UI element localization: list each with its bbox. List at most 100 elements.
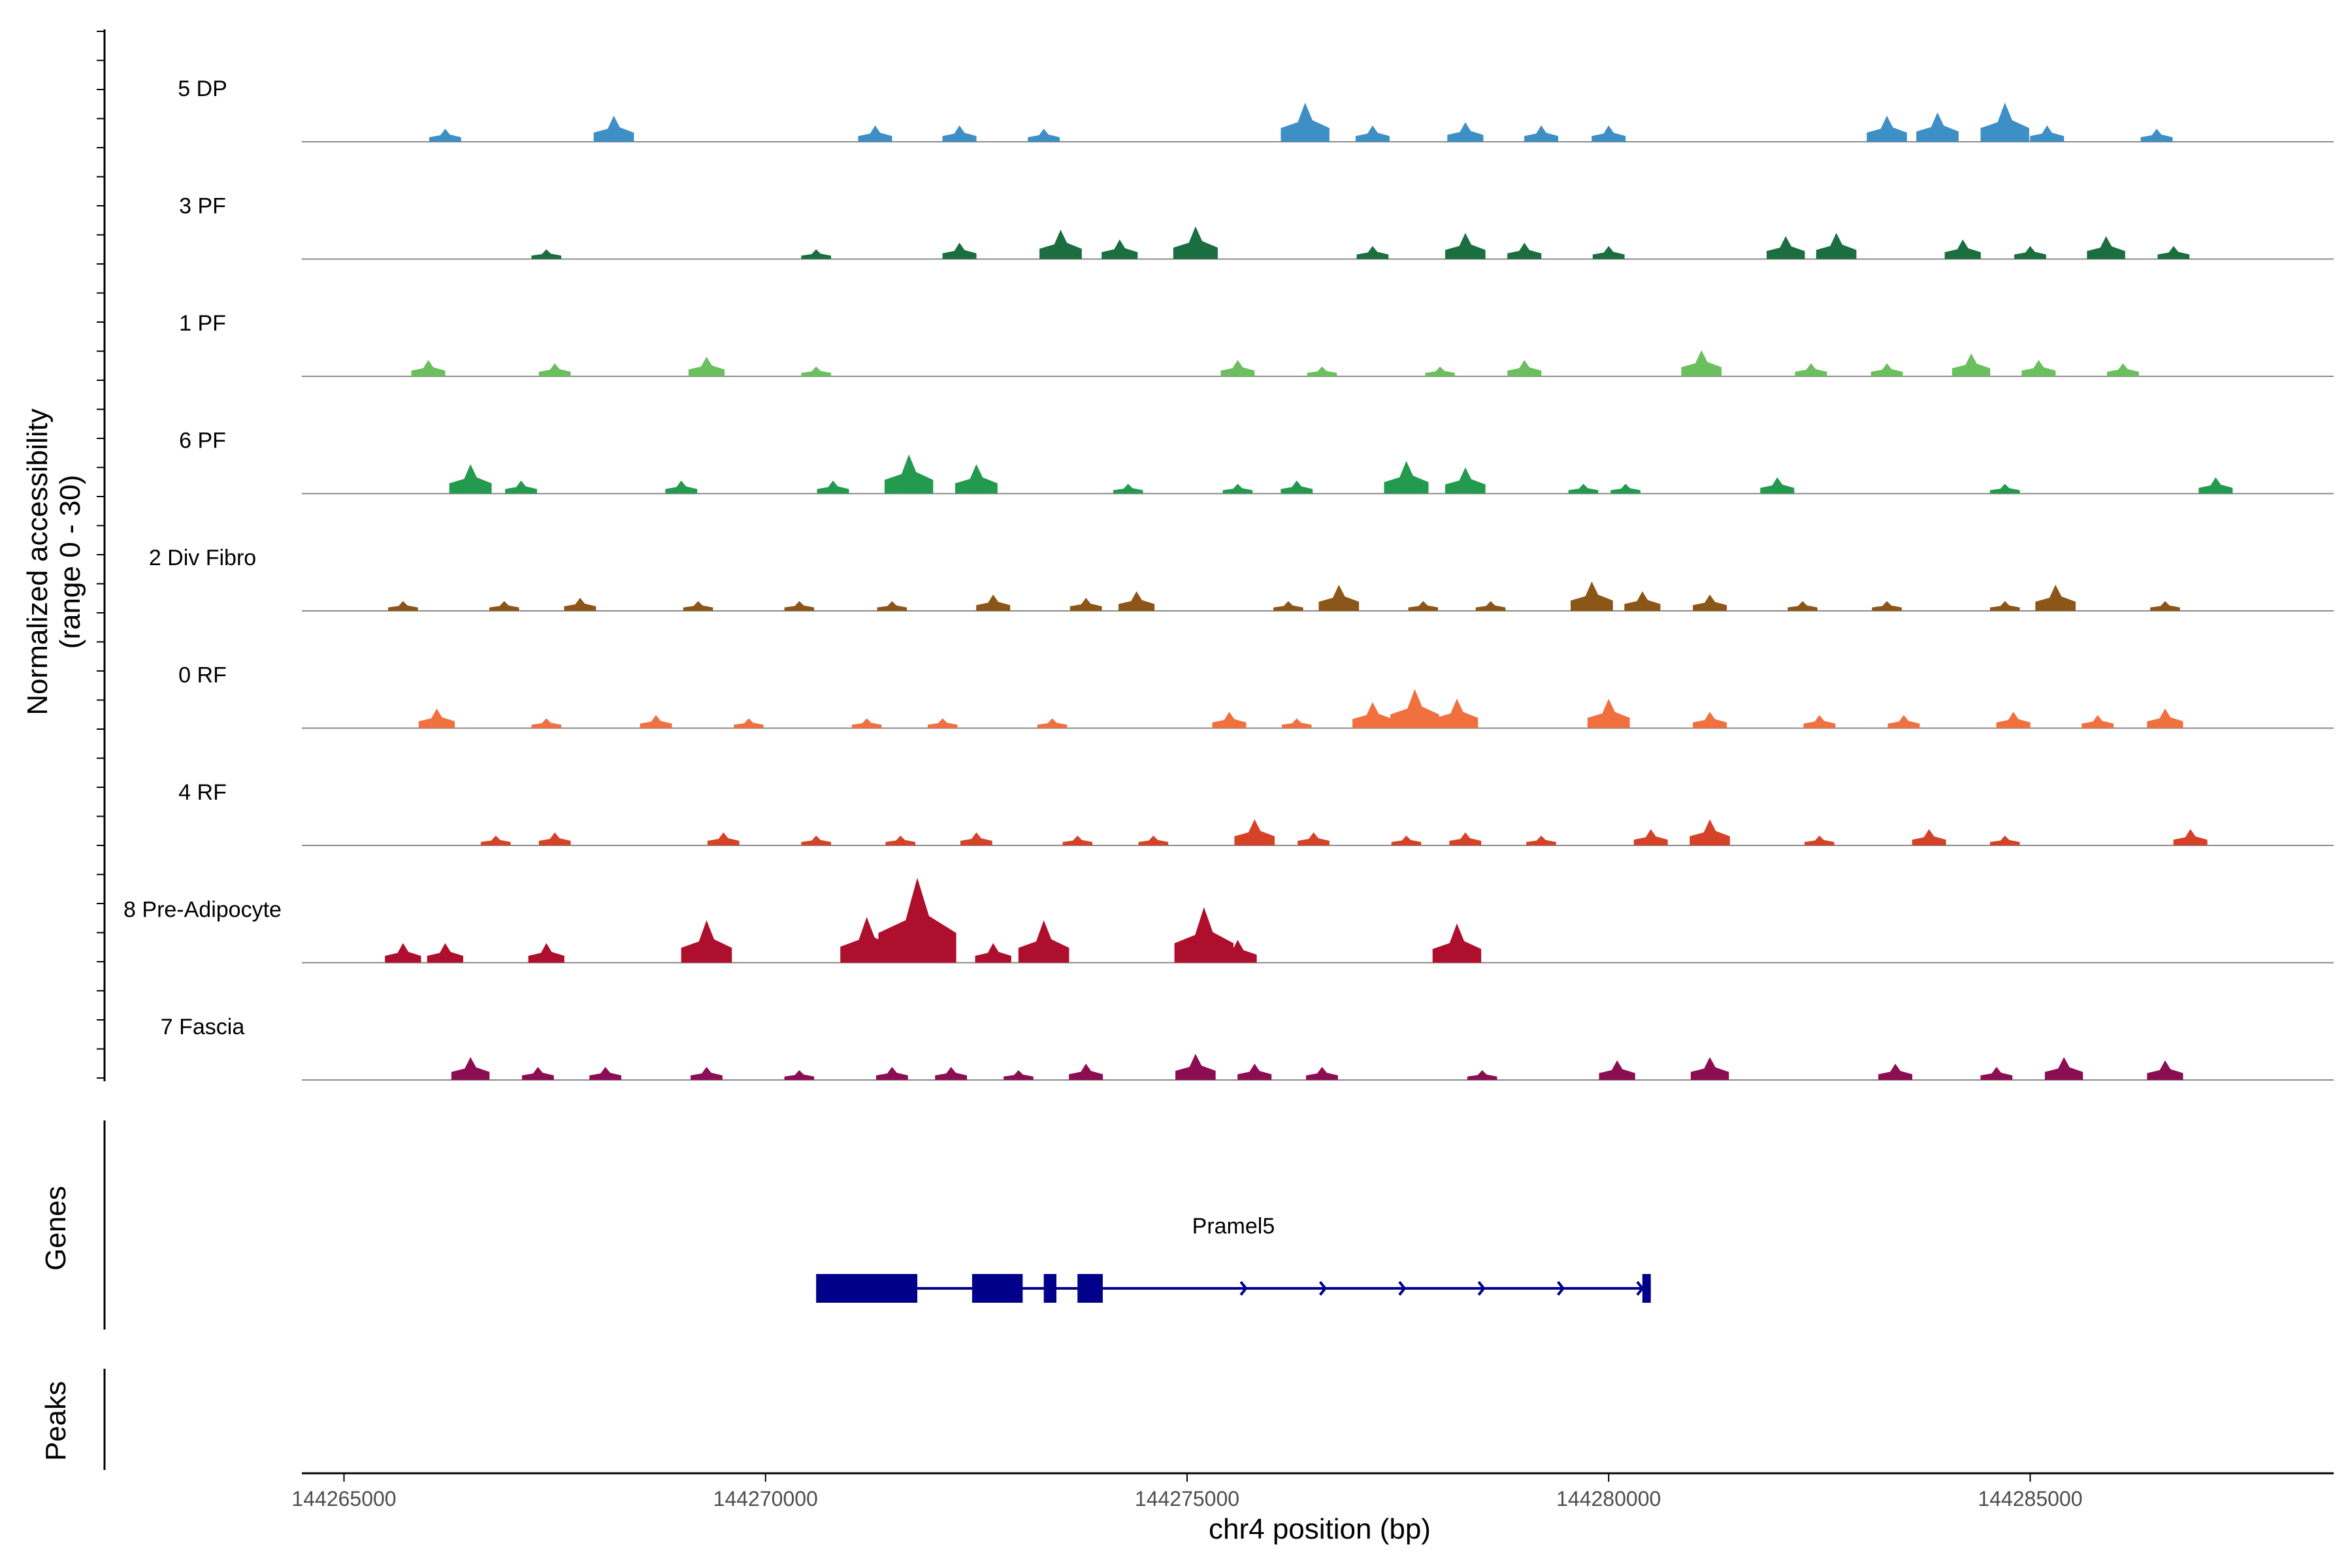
coverage-peak: [589, 1067, 621, 1080]
coverage-peak: [1599, 1060, 1635, 1080]
coverage-peak: [1445, 467, 1486, 494]
coverage-peak: [1390, 689, 1439, 728]
coverage-peak: [1587, 698, 1630, 728]
coverage-peak: [1118, 591, 1155, 611]
x-axis-title: chr4 position (bp): [1209, 1513, 1431, 1545]
coverage-peak: [1592, 246, 1625, 259]
track-1-pf: 1 PF: [179, 311, 2334, 377]
coverage-peak: [1795, 363, 1827, 376]
coverage-peak: [942, 242, 977, 259]
coverage-peak: [691, 1067, 723, 1080]
coverage-peak: [858, 125, 892, 142]
coverage-peak: [1570, 581, 1613, 611]
coverage-peak: [1944, 239, 1981, 259]
coverage-peak: [1681, 350, 1722, 376]
coverage-peak: [1878, 1064, 1912, 1080]
coverage-peak: [1624, 591, 1661, 611]
genes-panel-label: Genes: [40, 1186, 72, 1271]
coverage-peak: [1610, 483, 1641, 494]
coverage-peak: [801, 249, 831, 259]
track-label: 0 RF: [178, 663, 227, 688]
coverage-peak: [1524, 125, 1558, 142]
coverage-peak: [1039, 229, 1082, 259]
gene-exon: [1043, 1274, 1056, 1303]
track-4-rf: 4 RF: [178, 780, 2334, 846]
track-3-pf: 3 PF: [179, 194, 2334, 260]
strand-arrow: [1398, 1281, 1407, 1296]
coverage-peak: [1805, 836, 1835, 845]
track-label: 2 Div Fibro: [149, 546, 256, 570]
gene-exon: [1642, 1274, 1651, 1303]
track-label: 6 PF: [179, 429, 226, 453]
coverage-peak: [2044, 1057, 2083, 1080]
coverage-peak: [1113, 483, 1143, 494]
coverage-peak: [1867, 116, 1907, 142]
coverage-peak: [955, 464, 998, 494]
coverage-peak: [1384, 461, 1429, 494]
track-6-pf: 6 PF: [179, 429, 2334, 495]
coverage-peak: [784, 1070, 815, 1080]
x-axis: 144265000 144270000 144275000 144280000 1442…: [103, 1369, 2334, 1511]
coverage-peak: [935, 1067, 968, 1080]
coverage-peak: [531, 249, 562, 259]
coverage-peak: [885, 836, 916, 845]
track-label: 5 DP: [178, 76, 227, 101]
coverage-peak: [1788, 601, 1818, 611]
strand-arrow: [1477, 1281, 1486, 1296]
coverage-peak: [851, 718, 882, 728]
coverage-peak: [1273, 601, 1303, 611]
coverage-peak: [2035, 585, 2076, 611]
coverage-peak: [1356, 246, 1389, 259]
genes-panel: Pramel5: [103, 1120, 1651, 1330]
coverage-peak: [927, 718, 958, 728]
coverage-peak: [1298, 832, 1330, 845]
track-8-pre-adipocyte: 8 Pre-Adipocyte: [123, 877, 2334, 964]
coverage-peak: [817, 480, 849, 494]
coverage-peak: [411, 360, 446, 376]
coverage-peak: [1352, 702, 1393, 728]
coverage-peak: [427, 943, 463, 963]
coverage-peak: [1281, 718, 1312, 728]
coverage-peak: [1445, 233, 1486, 259]
coverage-peak: [1212, 711, 1247, 728]
coverage-peak: [1475, 601, 1506, 611]
coverage-peak: [884, 454, 934, 494]
track-2-div-fibro: 2 Div Fibro: [149, 546, 2334, 612]
coverage-peak: [505, 480, 537, 494]
gene-exon: [816, 1274, 918, 1303]
coverage-peak: [1408, 601, 1439, 611]
coverage-peak: [593, 116, 634, 142]
coverage-peak: [489, 601, 519, 611]
coverage-peak: [538, 832, 571, 845]
coverage-peak: [1237, 1064, 1272, 1080]
x-tick-label: 144265000: [291, 1487, 396, 1511]
coverage-peak: [1306, 1067, 1338, 1080]
coverage-peak: [1004, 1070, 1034, 1080]
coverage-peak: [1989, 483, 2020, 494]
coverage-peak: [1592, 125, 1626, 142]
peaks-panel-label: Peaks: [40, 1381, 72, 1461]
coverage-peak: [1037, 718, 1068, 728]
coverage-peak: [942, 125, 977, 142]
coverage-peak: [1220, 360, 1255, 376]
coverage-peak: [1307, 367, 1337, 376]
coverage-peak: [1355, 125, 1390, 142]
coverage-peak: [1989, 836, 2020, 845]
coverage-peak: [801, 836, 831, 845]
coverage-peak: [683, 601, 713, 611]
coverage-peak: [429, 129, 461, 142]
x-tick-label: 144280000: [1556, 1487, 1661, 1511]
x-tick-label: 144275000: [1135, 1487, 1239, 1511]
coverage-peak: [878, 877, 956, 963]
coverage-peak: [1069, 1064, 1103, 1080]
coverage-peak: [1989, 601, 2020, 611]
coverage-peak: [1318, 585, 1360, 611]
gene-name-label: Pramel5: [1192, 1214, 1275, 1239]
coverage-peak: [2082, 715, 2114, 728]
coverage-peak: [975, 943, 1011, 963]
strand-arrow: [1239, 1281, 1248, 1296]
coverage-peak: [1526, 836, 1556, 845]
coverage-peak: [1760, 477, 1795, 494]
coverage-peak: [1222, 483, 1253, 494]
